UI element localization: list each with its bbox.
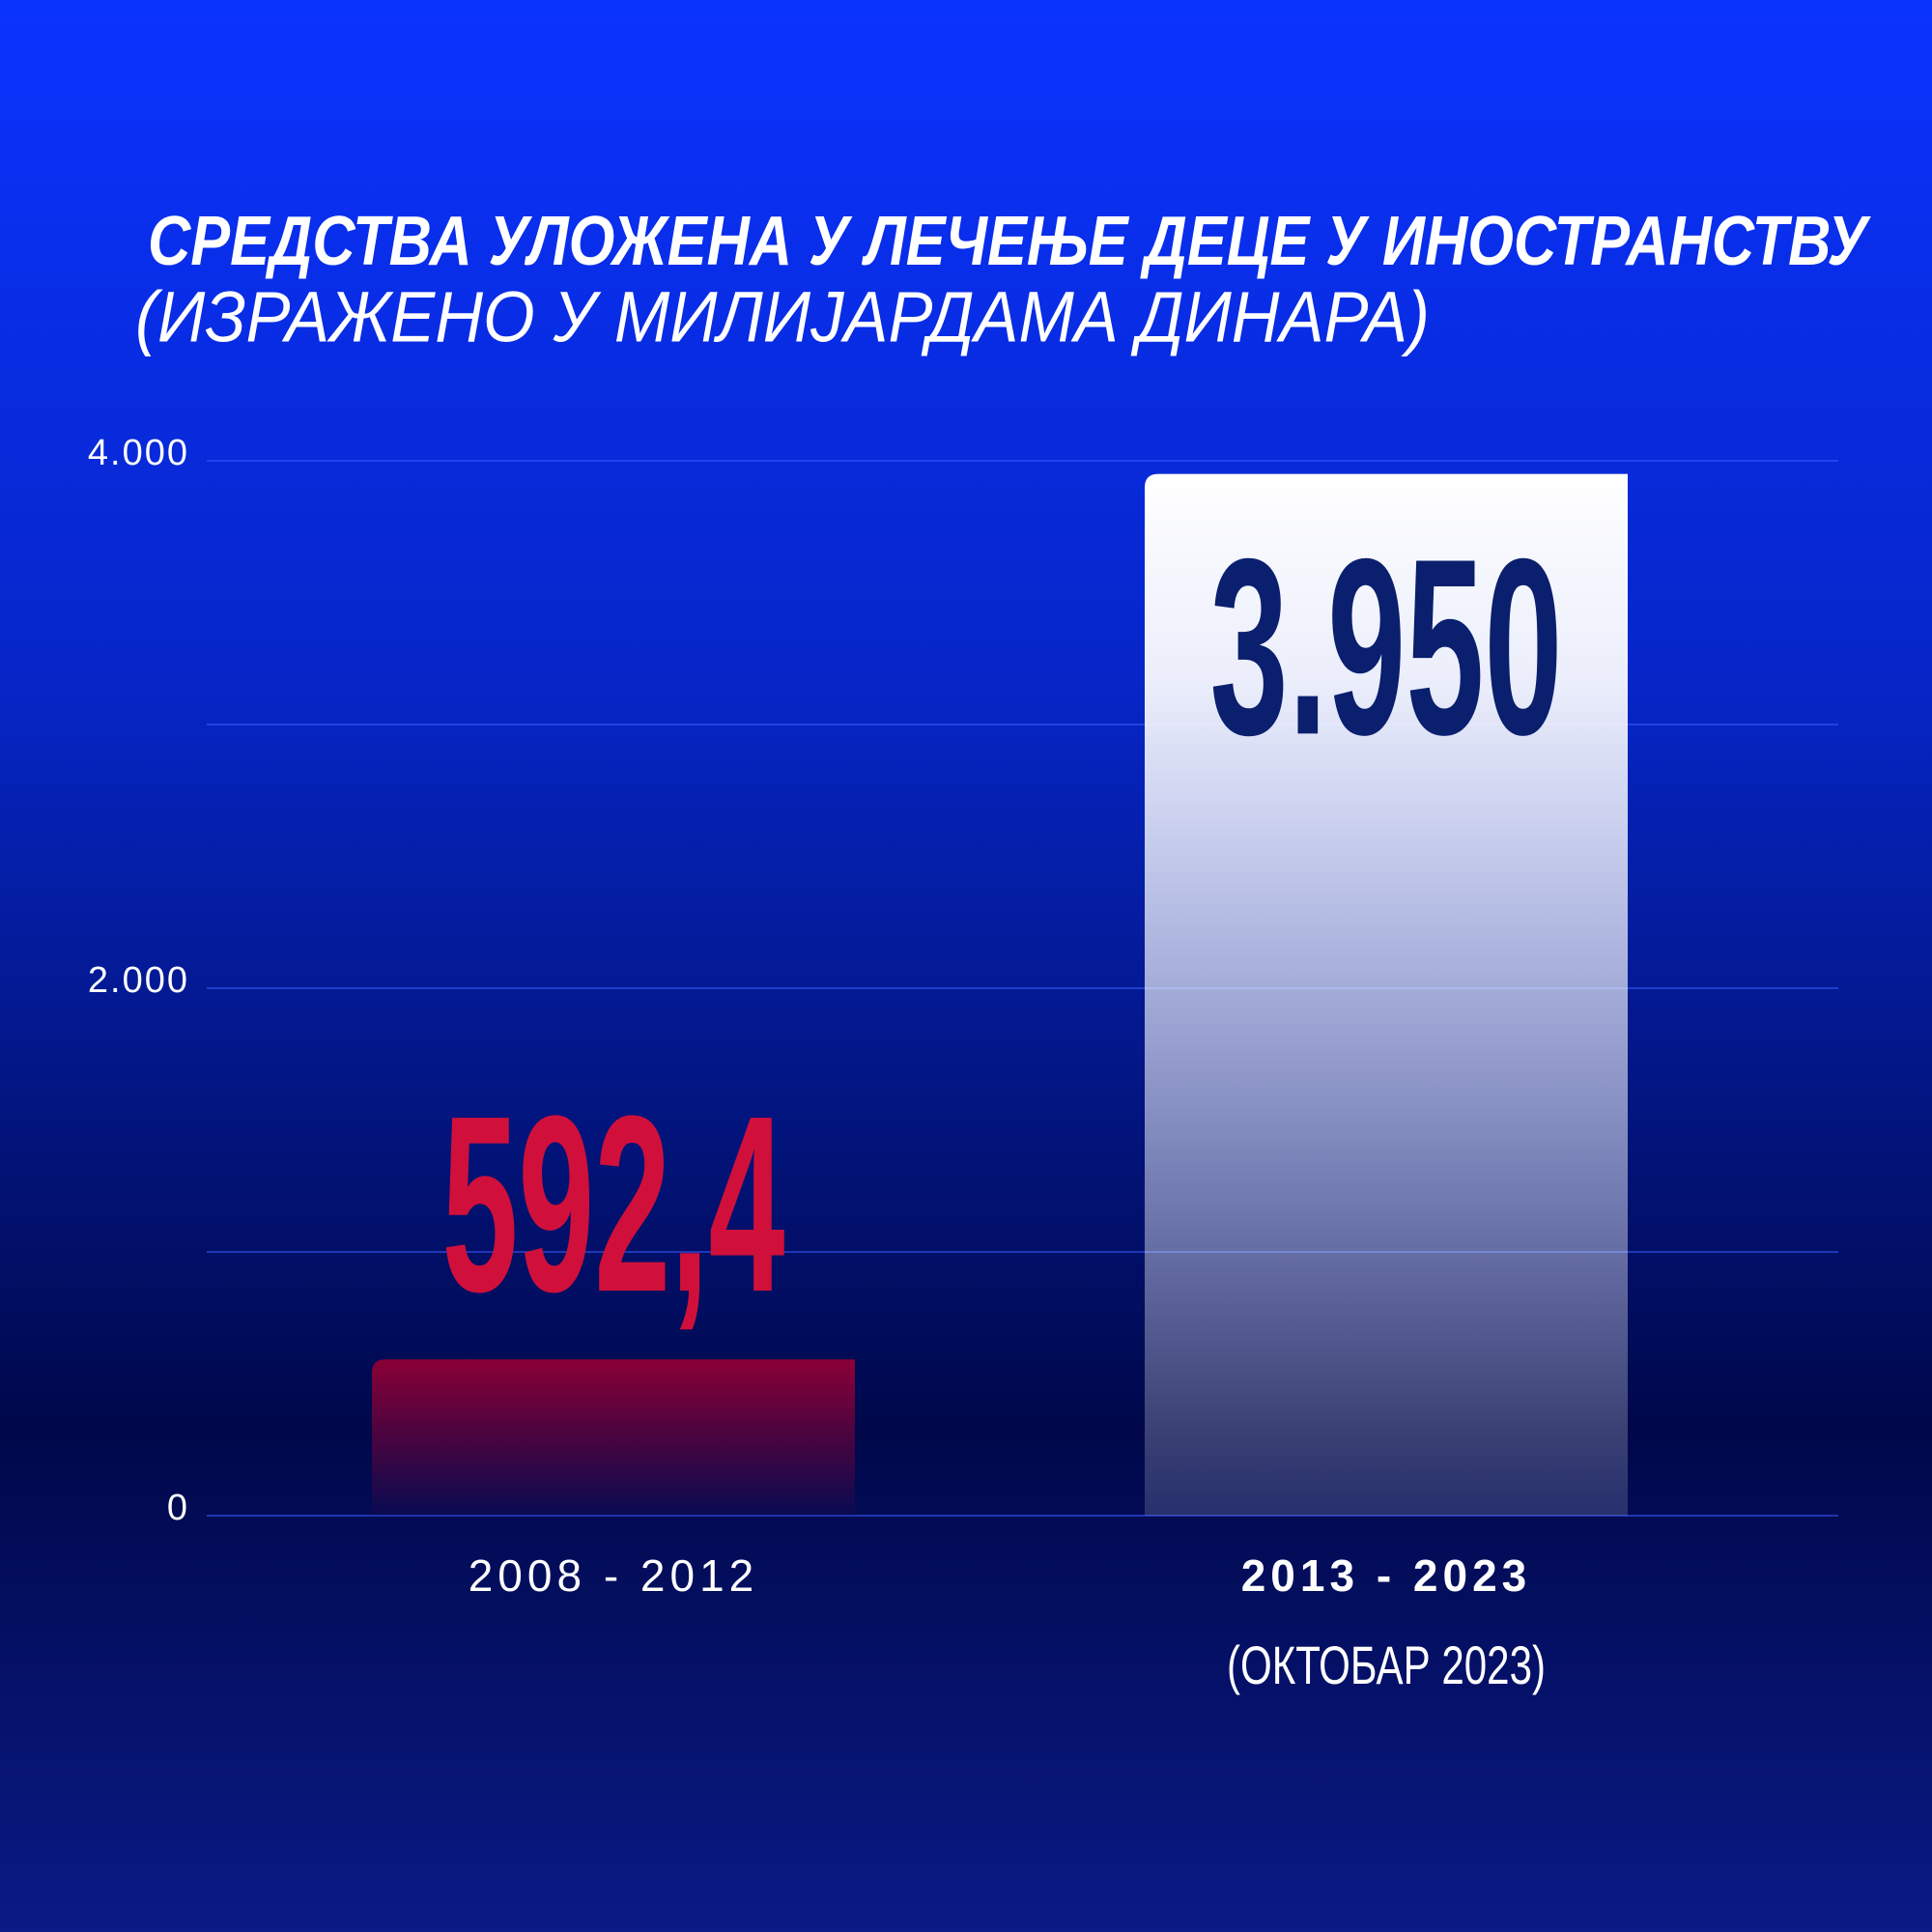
bar (372, 1359, 855, 1516)
category-note: (ОКТОБАР 2023) (1227, 1634, 1546, 1695)
value-label: 592,4 (442, 1065, 786, 1345)
x-tick-label: 2013 - 2023 (1241, 1550, 1532, 1601)
bar (1145, 473, 1628, 1516)
x-tick-label: 2008 - 2012 (469, 1550, 759, 1601)
y-tick-label: 2.000 (88, 960, 189, 1001)
value-label: 3.950 (1210, 507, 1563, 787)
y-tick-label: 0 (167, 1488, 189, 1528)
y-tick-label: 4.000 (88, 433, 189, 473)
chart-title: СРЕДСТВА УЛОЖЕНА У ЛЕЧЕЊЕ ДЕЦЕ У ИНОСТРА… (148, 203, 1871, 280)
chart-subtitle: (ИЗРАЖЕНО У МИЛИЈАРДАМА ДИНАРА) (135, 277, 1430, 357)
